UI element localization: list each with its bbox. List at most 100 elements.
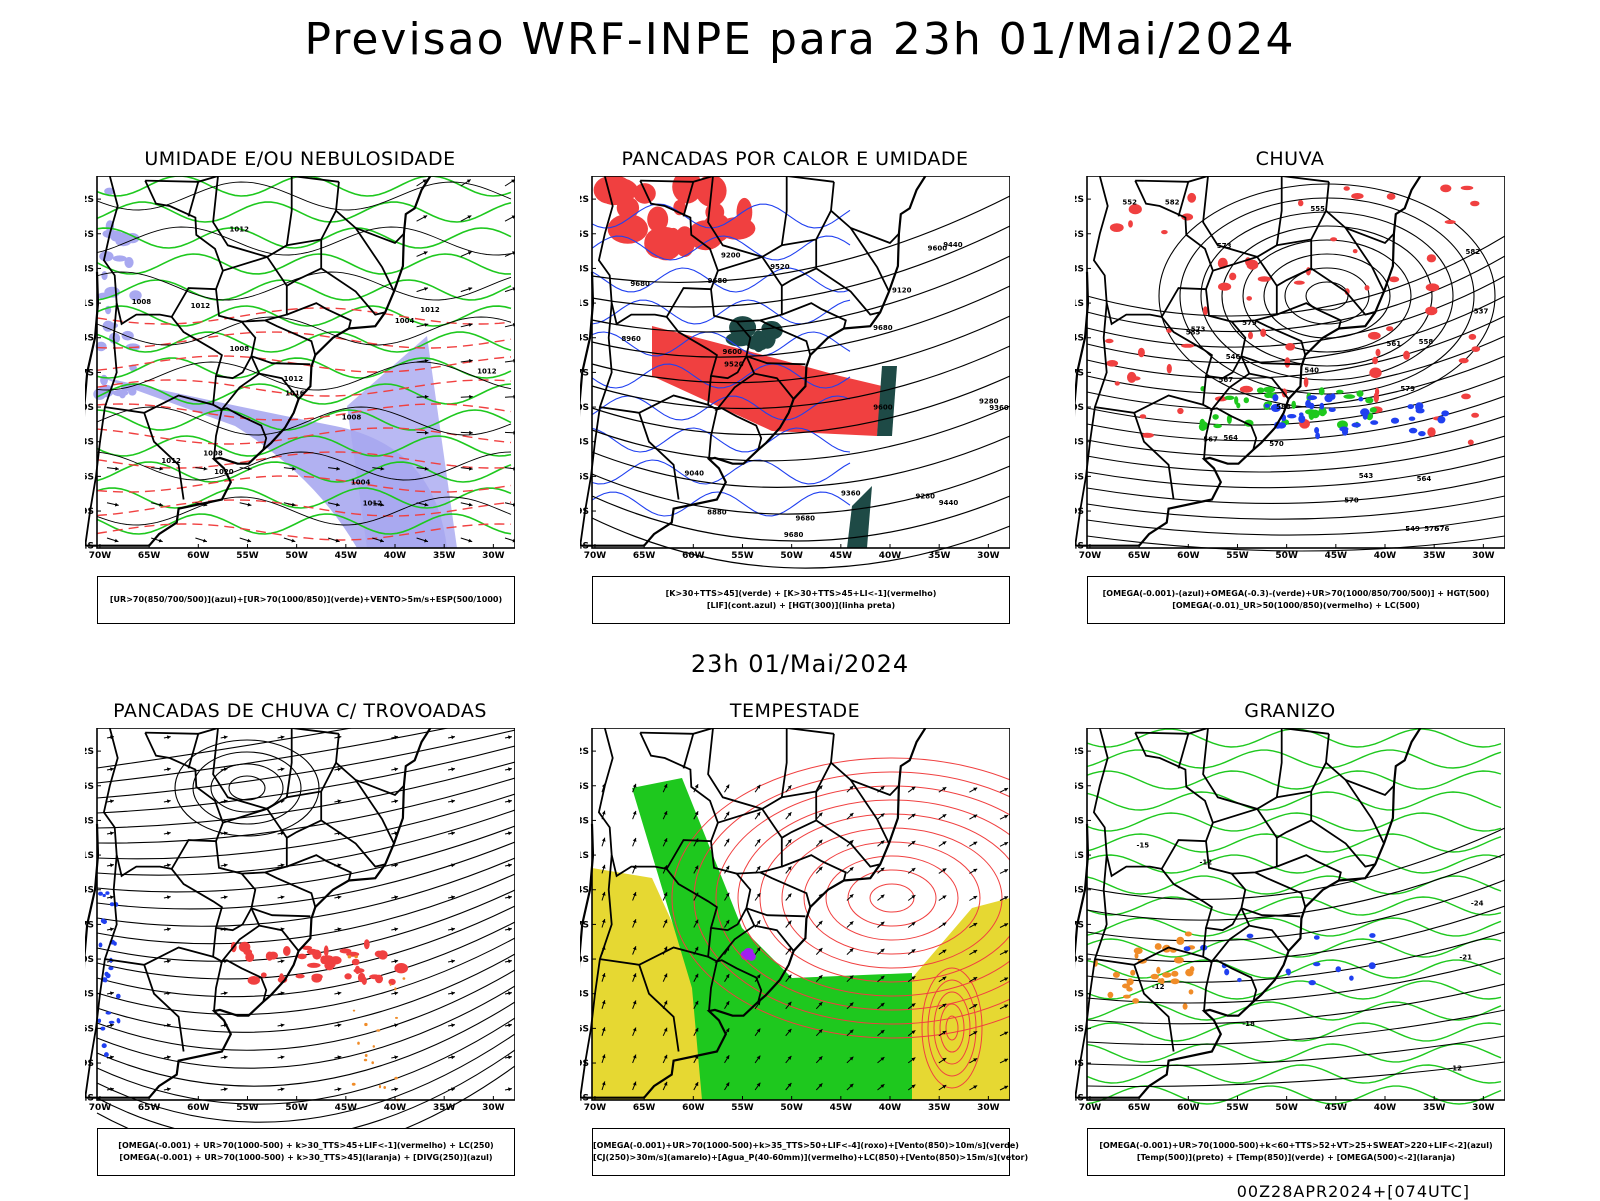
lon-tick-label: 50W: [285, 1103, 308, 1113]
rain-area-blue: [1315, 432, 1320, 440]
thunderstorm-area: [311, 973, 323, 980]
streamline-arrow: [110, 1055, 114, 1060]
thunderstorm-orange: [354, 955, 359, 959]
hail-area: [1313, 962, 1321, 967]
rain-area-red: [1367, 331, 1381, 340]
rain-area-blue: [1324, 394, 1333, 403]
rain-area-red: [1426, 254, 1437, 263]
wind-vector: [424, 502, 429, 507]
lat-tick-label: 15S: [580, 230, 589, 240]
border-line: [286, 733, 340, 799]
thunderstorm-area: [306, 948, 318, 955]
rain-area-red: [1330, 237, 1338, 242]
wind-vector: [725, 1055, 730, 1060]
streamline-arrow: [280, 1023, 285, 1028]
border-line: [354, 227, 395, 292]
lat-tick-label: 15S: [85, 230, 94, 240]
thunderstorm-orange: [394, 987, 397, 991]
wind-vector: [511, 215, 515, 219]
streamline-arrow: [451, 895, 455, 900]
border-line: [682, 181, 695, 217]
wind-vector: [756, 1028, 761, 1033]
lon-tick-label: 40W: [1374, 551, 1397, 561]
lat-tick-label: 12S: [580, 747, 589, 757]
temp-850-contour: [1086, 770, 1502, 790]
lon-tick-label: 50W: [285, 551, 308, 561]
unstable-area: [633, 183, 656, 204]
lon-tick-label: 45W: [1325, 1103, 1348, 1113]
run-timestamp: 00Z28APR2024+[074UTC]: [1236, 1182, 1470, 1201]
lon-tick-label: 65W: [1128, 1103, 1151, 1113]
border-line: [1241, 355, 1301, 366]
streamline-arrow: [110, 799, 114, 804]
wind-vector: [1004, 950, 1009, 954]
rain-area-green: [1212, 414, 1219, 420]
wind-vector: [468, 502, 473, 507]
rain-area-blue: [1390, 417, 1400, 424]
wind-vector: [725, 974, 730, 979]
wind-vector: [380, 502, 385, 507]
legend-box: [OMEGA(-0.001)+UR>70(1000-500)+k<60+TTS>…: [1087, 1128, 1505, 1176]
wind-vector: [911, 949, 916, 953]
lon-tick-label: 30W: [482, 551, 505, 561]
rain-area-green: [1263, 386, 1276, 393]
border-line: [1203, 409, 1213, 460]
wind-vector: [725, 865, 730, 870]
map-overlays: -12 -12 -15 -18 -21 -24 -12: [1086, 728, 1505, 1105]
hgt-300-contour: [591, 255, 1010, 333]
wind-vector: [756, 839, 761, 843]
wind-vector: [973, 923, 978, 927]
lon-tick-label: 45W: [830, 551, 853, 561]
border-line: [1249, 372, 1290, 400]
wind-vector: [632, 810, 637, 815]
wind-vector: [787, 947, 792, 952]
lon-tick-label: 60W: [187, 551, 210, 561]
lat-tick-label: 21S: [580, 299, 589, 309]
border-line: [219, 355, 268, 451]
rain-area-green: [1336, 389, 1344, 394]
wind-vector: [911, 1030, 916, 1035]
rain-area-blue: [1307, 395, 1318, 401]
wind-vector: [880, 867, 885, 872]
thunderstorm-area: [247, 976, 260, 985]
border-line: [259, 924, 300, 952]
rain-area-red: [1202, 306, 1208, 316]
wind-vector: [849, 840, 854, 844]
wind-vector: [467, 215, 472, 219]
hgt-500-contour: [1305, 281, 1349, 311]
streamline-arrow: [223, 1055, 228, 1060]
contour-label: 570: [1344, 497, 1359, 505]
thunderstorm-orange: [394, 1076, 398, 1080]
map-trovoadas: 12S 15S 18S 21S 24S 27S 30S 33S 36S 39S 42S70W 65W 6…: [85, 728, 515, 1128]
rain-area-blue: [1308, 402, 1315, 410]
rain-area-red: [1389, 276, 1400, 283]
rain-area-red: [1187, 192, 1197, 203]
streamline-arrow: [508, 927, 512, 932]
lat-tick-label: 42S: [1075, 542, 1084, 552]
hail-area: [1369, 933, 1376, 938]
contour-label: 9680: [630, 280, 650, 288]
lc-850-streamline: [921, 967, 983, 1089]
contour-label: 567: [1203, 435, 1218, 443]
wind-vector: [849, 813, 854, 817]
hail-area: [1246, 933, 1254, 939]
streamline-arrow: [337, 927, 342, 932]
hgt-300-contour: [591, 375, 1010, 436]
lon-tick-label: 30W: [977, 551, 1000, 561]
temp-500-contour: [1086, 827, 1505, 900]
lat-tick-label: 30S: [85, 403, 94, 413]
border-line: [1310, 267, 1376, 316]
map-overlays: 9680 9680 9680 9680 9600 9680 9600 9520 9440 9360…: [591, 176, 1010, 569]
wind-vector: [725, 892, 730, 897]
rain-area-red: [1248, 331, 1253, 340]
divergence-area: [116, 993, 121, 999]
border-line: [640, 176, 835, 183]
streamline-arrow: [451, 735, 455, 740]
map-frame: [96, 176, 515, 549]
humidity-1000-850-contour: [96, 201, 512, 223]
wind-vector: [942, 787, 947, 791]
wind-vector: [601, 1081, 606, 1086]
lon-tick-label: 70W: [89, 1103, 112, 1113]
streamline-arrow: [508, 863, 512, 868]
rain-area-red: [1127, 371, 1137, 383]
